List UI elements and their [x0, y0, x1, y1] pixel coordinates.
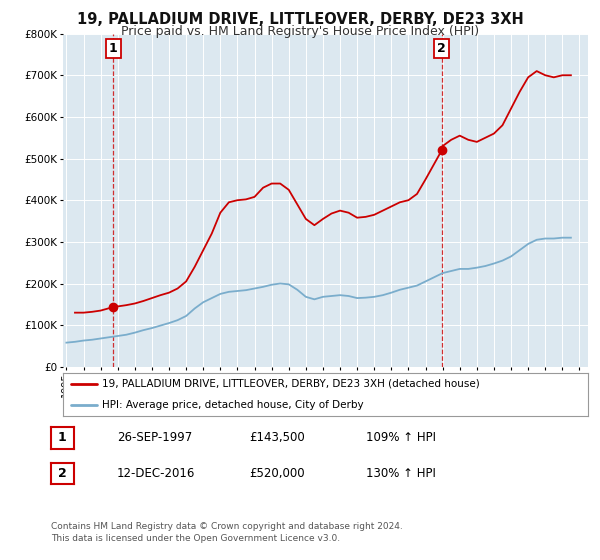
Text: £143,500: £143,500: [249, 431, 305, 445]
Text: HPI: Average price, detached house, City of Derby: HPI: Average price, detached house, City…: [103, 400, 364, 410]
Text: 130% ↑ HPI: 130% ↑ HPI: [366, 466, 436, 480]
Text: 19, PALLADIUM DRIVE, LITTLEOVER, DERBY, DE23 3XH: 19, PALLADIUM DRIVE, LITTLEOVER, DERBY, …: [77, 12, 523, 27]
Text: 2: 2: [58, 466, 67, 480]
Text: £520,000: £520,000: [249, 466, 305, 480]
Text: 19, PALLADIUM DRIVE, LITTLEOVER, DERBY, DE23 3XH (detached house): 19, PALLADIUM DRIVE, LITTLEOVER, DERBY, …: [103, 379, 480, 389]
Text: 1: 1: [109, 42, 118, 55]
Text: 1: 1: [58, 431, 67, 445]
Text: Price paid vs. HM Land Registry's House Price Index (HPI): Price paid vs. HM Land Registry's House …: [121, 25, 479, 38]
Text: Contains HM Land Registry data © Crown copyright and database right 2024.
This d: Contains HM Land Registry data © Crown c…: [51, 522, 403, 543]
Text: 12-DEC-2016: 12-DEC-2016: [117, 466, 196, 480]
Text: 109% ↑ HPI: 109% ↑ HPI: [366, 431, 436, 445]
Text: 26-SEP-1997: 26-SEP-1997: [117, 431, 192, 445]
Text: 2: 2: [437, 42, 446, 55]
